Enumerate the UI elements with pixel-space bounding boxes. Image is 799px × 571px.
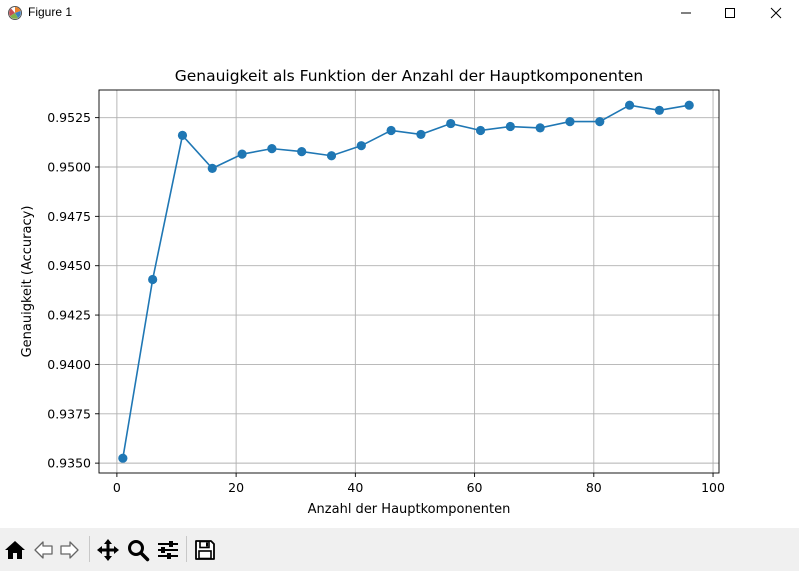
grid-lines: [99, 90, 719, 473]
data-point: [475, 125, 486, 136]
forward-arrow-icon: [60, 541, 79, 559]
x-tick-label: 100: [701, 480, 725, 495]
y-tick-label: 0.9475: [47, 209, 91, 224]
save-button[interactable]: [193, 538, 217, 562]
data-point: [386, 125, 396, 136]
x-tick-label: 80: [586, 480, 602, 495]
pan-button[interactable]: [96, 538, 120, 562]
maximize-button[interactable]: [707, 0, 753, 26]
x-tick-label: 40: [347, 480, 363, 495]
window-title: Figure 1: [28, 5, 73, 19]
configure-subplots-icon: [158, 541, 178, 559]
data-point: [624, 100, 635, 110]
home-button[interactable]: [3, 538, 27, 562]
maximize-icon: [725, 8, 735, 18]
x-tick-label: 60: [467, 480, 483, 495]
chart-title: Genauigkeit als Funktion der Anzahl der …: [175, 67, 644, 85]
navigation-toolbar: [0, 528, 799, 571]
x-tick-label: 0: [113, 480, 121, 495]
data-point: [446, 118, 456, 129]
window-titlebar: Figure 1: [0, 0, 799, 26]
series-line: [122, 104, 690, 459]
y-tick-label: 0.9500: [47, 159, 91, 174]
data-point: [237, 149, 247, 159]
close-icon: [770, 7, 782, 19]
axes-frame: [98, 89, 720, 474]
data-point: [595, 116, 605, 127]
data-point: [297, 146, 307, 157]
data-point: [356, 141, 366, 151]
data-point: [148, 274, 158, 285]
series-markers: [118, 100, 694, 463]
data-point: [684, 100, 694, 110]
y-tick-label: 0.9525: [47, 110, 91, 125]
y-axis-label: Genauigkeit (Accuracy): [20, 206, 35, 358]
data-point: [654, 105, 664, 115]
y-tick-label: 0.9425: [47, 308, 91, 323]
y-tick-label: 0.9450: [47, 258, 91, 273]
y-tick-label: 0.9375: [47, 406, 91, 421]
data-point: [267, 144, 277, 154]
data-point: [326, 151, 337, 161]
data-point: [535, 123, 545, 133]
matplotlib-app-icon: [7, 5, 23, 21]
x-axis-label: Anzahl der Hauptkomponenten: [308, 502, 511, 517]
data-point: [416, 129, 426, 140]
zoom-button[interactable]: [126, 538, 150, 562]
toolbar-separator: [89, 536, 90, 562]
data-point: [207, 163, 217, 173]
minimize-icon: [681, 12, 691, 14]
x-tick-label: 20: [228, 480, 244, 495]
figure-canvas[interactable]: 0 20 40 60 80 100 0.9350 0.9375 0.9400 0.9425 0.9…: [0, 26, 799, 528]
toolbar-separator: [186, 536, 187, 562]
y-axis-ticks: 0.9350 0.9375 0.9400 0.9425 0.9450 0.9475 0.95…: [47, 110, 99, 471]
save-icon: [195, 540, 215, 560]
back-arrow-icon: [34, 541, 53, 559]
pan-icon: [97, 539, 119, 561]
y-tick-label: 0.9400: [47, 357, 91, 372]
line-chart: 0 20 40 60 80 100 0.93500.93750.94000.94250.9…: [20, 67, 725, 517]
data-point: [505, 121, 515, 132]
back-button[interactable]: [31, 538, 55, 562]
data-point: [177, 130, 188, 141]
close-button[interactable]: [753, 0, 799, 26]
data-point: [565, 116, 575, 127]
home-icon: [5, 541, 25, 559]
minimize-button[interactable]: [663, 0, 709, 26]
configure-subplots-button[interactable]: [156, 538, 180, 562]
zoom-icon: [128, 540, 150, 562]
data-point: [118, 453, 128, 463]
y-tick-label: 0.9350: [47, 456, 91, 471]
forward-button[interactable]: [58, 538, 82, 562]
x-axis-ticks: 0 20 40 60 80 100: [113, 473, 725, 495]
